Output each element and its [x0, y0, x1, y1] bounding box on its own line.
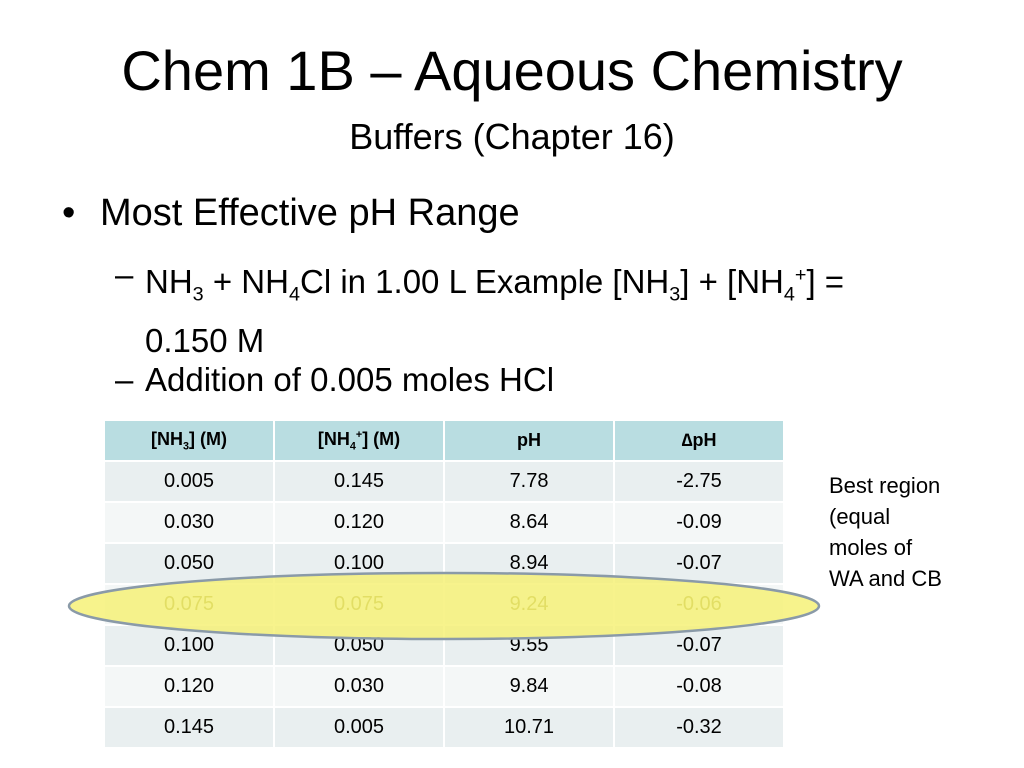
cell: 0.005: [102, 460, 276, 503]
note-line: WA and CB: [829, 566, 942, 591]
cell: 0.075: [273, 583, 446, 626]
subscript: 4: [349, 440, 356, 453]
table: [NH3] (M) [NH4+] (M) pH ∆pH 0.005 0.145 7.78 -2…: [102, 419, 785, 749]
superscript: +: [355, 428, 363, 441]
bullet-dot: •: [62, 192, 76, 234]
cell: 0.005: [273, 706, 446, 749]
note-line: moles of: [829, 535, 913, 560]
table-row: 0.005 0.145 7.78 -2.75: [102, 460, 785, 503]
text-run: [NH: [317, 428, 350, 449]
text-run: ] (M): [189, 428, 227, 449]
sub-bullet: Addition of 0.005 moles HCl: [145, 357, 865, 403]
sub-bullet: NH3 + NH4Cl in 1.00 L Example [NH3] + [N…: [145, 252, 865, 364]
text-run: ] (M): [362, 428, 401, 449]
cell: 9.84: [443, 665, 616, 708]
note-line: Best region: [829, 473, 941, 498]
superscript: +: [794, 264, 807, 286]
text-run: + NH: [203, 263, 289, 300]
subscript: 3: [183, 440, 190, 453]
cell: 0.145: [102, 706, 276, 749]
table-row: 0.030 0.120 8.64 -0.09: [102, 501, 785, 544]
header-cell: pH: [443, 419, 616, 462]
cell: 0.050: [273, 624, 446, 667]
header-cell: ∆pH: [613, 419, 785, 462]
table-row: 0.120 0.030 9.84 -0.08: [102, 665, 785, 708]
cell: 8.94: [443, 542, 616, 585]
text-run: Cl in 1.00 L Example [NH: [299, 263, 670, 300]
subscript: 4: [288, 283, 300, 306]
header-cell: [NH3] (M): [102, 419, 276, 462]
text-run: ] + [NH: [680, 263, 784, 300]
cell: 0.120: [273, 501, 446, 544]
subtitle: Buffers (Chapter 16): [349, 116, 675, 157]
subscript: 4: [783, 283, 795, 306]
subscript: 3: [192, 283, 204, 306]
cell: -0.08: [613, 665, 785, 708]
cell: -0.32: [613, 706, 785, 749]
text-run: Addition of 0.005 moles HCl: [145, 361, 555, 398]
cell: 9.24: [443, 583, 616, 626]
cell: 0.030: [273, 665, 446, 708]
note: Best region (equal moles of WA and CB: [829, 470, 942, 594]
cell: -2.75: [613, 460, 785, 503]
note-line: (equal: [829, 504, 891, 529]
title: Chem 1B – Aqueous Chemistry: [121, 39, 903, 102]
cell: 0.145: [273, 460, 446, 503]
text-run: [NH: [151, 428, 183, 449]
cell: -0.09: [613, 501, 785, 544]
subscript: 3: [669, 283, 681, 306]
cell: 0.100: [102, 624, 276, 667]
cell: 9.55: [443, 624, 616, 667]
table-row: 0.145 0.005 10.71 -0.32: [102, 706, 785, 749]
cell: 0.075: [102, 583, 276, 626]
text-run: ∆pH: [681, 430, 717, 450]
text-run: ] = 0.150 M: [145, 263, 845, 359]
header-row: [NH3] (M) [NH4+] (M) pH ∆pH: [102, 419, 785, 462]
cell: 0.120: [102, 665, 276, 708]
cell: 8.64: [443, 501, 616, 544]
cell: 0.050: [102, 542, 276, 585]
cell: 7.78: [443, 460, 616, 503]
cell: 0.100: [273, 542, 446, 585]
text-run: pH: [517, 430, 542, 450]
table-row: 0.075 0.075 9.24 -0.06: [102, 583, 785, 626]
cell: -0.06: [613, 583, 785, 626]
cell: -0.07: [613, 624, 785, 667]
text-run: NH: [145, 263, 193, 300]
table-row: 0.050 0.100 8.94 -0.07: [102, 542, 785, 585]
dash: –: [115, 361, 134, 398]
header-cell: [NH4+] (M): [273, 419, 446, 462]
cell: 10.71: [443, 706, 616, 749]
table-row: 0.100 0.050 9.55 -0.07: [102, 624, 785, 667]
dash: –: [115, 256, 134, 293]
bullet: Most Effective pH Range: [100, 192, 520, 234]
cell: -0.07: [613, 542, 785, 585]
cell: 0.030: [102, 501, 276, 544]
